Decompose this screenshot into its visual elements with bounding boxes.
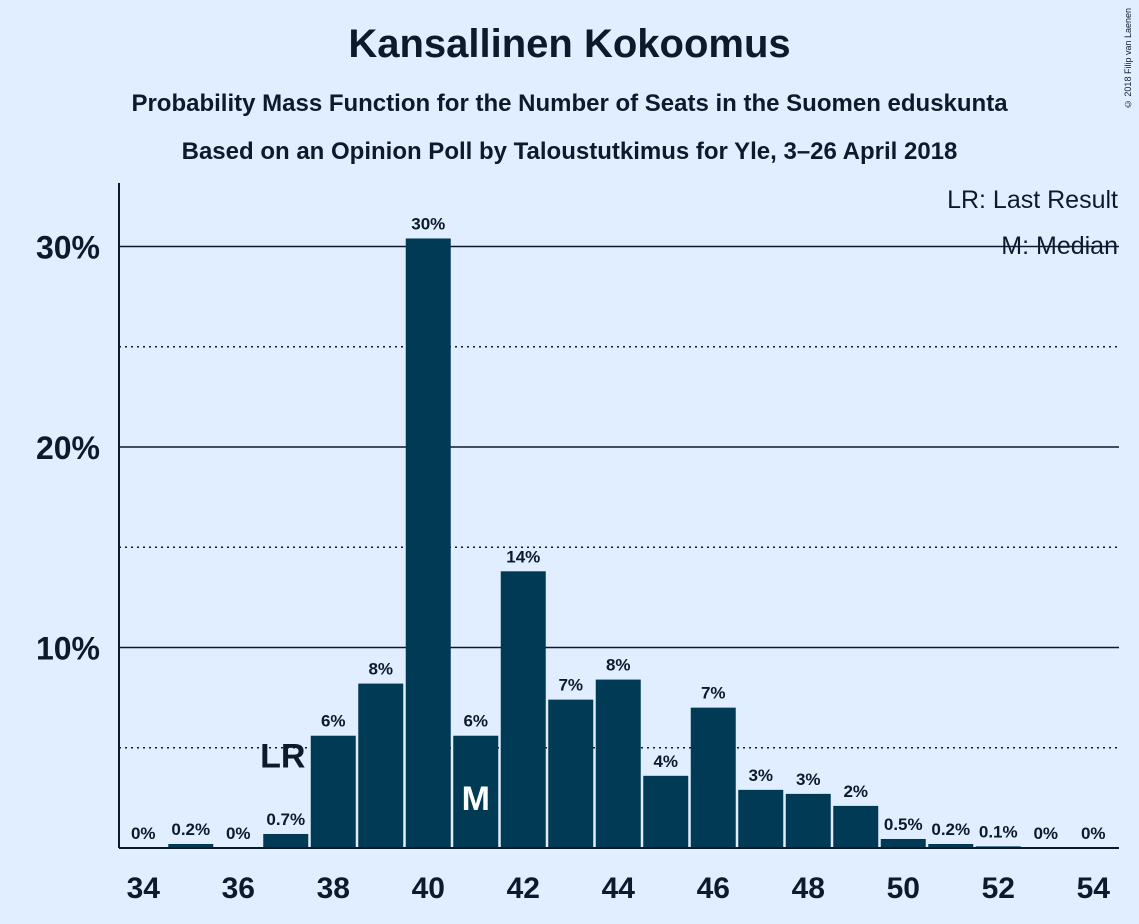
bar-43 (548, 699, 594, 848)
bar-38 (310, 735, 356, 848)
bar-50 (880, 838, 926, 848)
x-tick-label: 54 (1077, 872, 1111, 905)
bar-47 (738, 789, 784, 848)
data-label-54: 0% (1081, 824, 1106, 843)
data-label-50: 0.5% (884, 815, 923, 834)
bar-40 (405, 238, 451, 849)
x-tick-label: 44 (602, 872, 636, 905)
data-label-47: 3% (748, 766, 773, 785)
chart-title: Kansallinen Kokoomus (348, 22, 791, 66)
chart-source: Based on an Opinion Poll by Taloustutkim… (181, 138, 958, 165)
data-label-52: 0.1% (979, 822, 1018, 841)
bar-48 (785, 793, 831, 848)
legend-last-result: LR: Last Result (947, 186, 1118, 214)
bar-46 (690, 707, 736, 848)
legend-median: M: Median (1001, 232, 1118, 260)
data-label-49: 2% (843, 782, 868, 801)
chart-subtitle: Probability Mass Function for the Number… (131, 90, 1008, 117)
data-label-44: 8% (606, 656, 631, 675)
y-tick-labels: 10% 20% 30% (36, 230, 100, 667)
axes (118, 183, 1119, 849)
bar-35 (168, 843, 214, 848)
bar-39 (358, 683, 404, 848)
data-label-34: 0% (131, 824, 156, 843)
data-label-48: 3% (796, 770, 821, 789)
x-tick-label: 48 (792, 872, 825, 905)
bar-49 (833, 805, 879, 848)
bar-41 (453, 735, 499, 848)
last-result-marker: LR (260, 738, 305, 776)
data-label-43: 7% (558, 676, 583, 695)
data-label-36: 0% (226, 824, 251, 843)
x-tick-label: 42 (507, 872, 540, 905)
data-label-39: 8% (368, 660, 393, 679)
bar-51 (928, 843, 974, 848)
x-tick-label: 40 (412, 872, 445, 905)
data-label-35: 0.2% (171, 820, 210, 839)
x-tick-label: 38 (317, 872, 350, 905)
data-labels: 0% 0.2% 0% 0.7% 6% 8% 30% 6% 14% 7% 8% 4% 7% 3% 3% 2% 0.… (131, 214, 1106, 843)
data-label-42: 14% (506, 547, 540, 566)
x-tick-label: 34 (127, 872, 161, 905)
data-label-53: 0% (1033, 824, 1058, 843)
bar-37 (263, 833, 309, 848)
y-tick-label: 10% (36, 631, 100, 667)
data-label-38: 6% (321, 712, 346, 731)
x-tick-label: 36 (222, 872, 255, 905)
data-label-45: 4% (653, 752, 678, 771)
x-tick-label: 46 (697, 872, 730, 905)
x-tick-label: 50 (887, 872, 920, 905)
y-tick-label: 20% (36, 430, 100, 466)
data-label-37: 0.7% (266, 810, 305, 829)
markers: LR M (260, 738, 490, 818)
data-label-41: 6% (463, 712, 488, 731)
bar-44 (595, 679, 641, 848)
data-label-40: 30% (411, 214, 445, 233)
bar-42 (500, 571, 546, 848)
bar-45 (643, 775, 689, 848)
x-tick-label: 52 (982, 872, 1015, 905)
x-tick-labels: 34 36 38 40 42 44 46 48 50 52 54 (127, 872, 1111, 905)
data-label-51: 0.2% (931, 820, 970, 839)
median-marker: M (462, 780, 490, 818)
bars (168, 238, 1021, 849)
y-tick-label: 30% (36, 230, 100, 266)
data-label-46: 7% (701, 684, 726, 703)
